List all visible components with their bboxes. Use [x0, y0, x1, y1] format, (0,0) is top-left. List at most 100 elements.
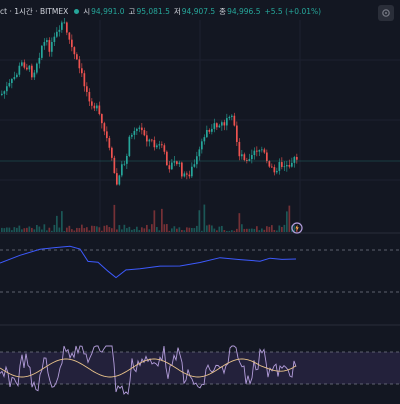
candle-body [273, 167, 276, 173]
volume-bar [206, 225, 208, 232]
candle-body [131, 134, 133, 137]
volume-bar [96, 226, 98, 232]
volume-bar [41, 229, 43, 232]
volume-bar [228, 230, 231, 232]
candle-body [73, 47, 76, 55]
volume-bar [143, 228, 146, 232]
volume-bar [181, 229, 183, 232]
candle-body [211, 128, 213, 132]
candle-body [183, 173, 186, 177]
rsi-band [0, 352, 400, 384]
volume-bar [78, 228, 81, 232]
candle-body [141, 127, 143, 131]
candle-body [68, 32, 71, 40]
volume-bar [178, 227, 181, 232]
volume-bar [36, 224, 38, 232]
market-status-icon [74, 8, 80, 14]
candle-body [36, 63, 38, 73]
candle-body [133, 130, 136, 135]
volume-bar [171, 228, 173, 232]
candle-body [41, 45, 43, 58]
volume-bar [33, 229, 36, 232]
candle-body [78, 59, 81, 69]
candle-body [143, 130, 146, 136]
volume-bar [248, 228, 251, 232]
volume-bar [88, 230, 91, 232]
volume-bar [28, 226, 31, 232]
indicator-pane [0, 245, 400, 293]
volume-bar [53, 224, 56, 232]
candle-body [216, 123, 218, 128]
candle-body [161, 144, 163, 146]
volume-bar [148, 229, 151, 232]
candle-body [288, 165, 291, 167]
candle-body [31, 65, 33, 78]
chart-grid [0, 20, 400, 230]
volume-bar [76, 227, 78, 232]
candle-body [56, 31, 58, 37]
candle-body [168, 165, 171, 170]
volume-bar [281, 226, 283, 232]
volume-bar [131, 229, 133, 232]
volume-bar [263, 229, 266, 232]
volume-bar [223, 230, 226, 232]
volume-bar [193, 228, 196, 232]
volume-bar [133, 229, 136, 232]
volume-bar [271, 225, 273, 232]
candle-body [263, 149, 266, 153]
candle-body [223, 122, 226, 126]
volume-bar [116, 229, 118, 232]
candle-body [43, 42, 46, 46]
volume-bar [3, 228, 6, 232]
candle-body [201, 141, 203, 150]
candle-body [51, 42, 53, 52]
candle-body [293, 156, 296, 163]
volume-bar [218, 226, 221, 232]
volume-bar [196, 225, 198, 232]
candle-body [221, 122, 223, 126]
candle-body [48, 40, 51, 52]
candle-body [66, 22, 68, 33]
alert-clock-icon[interactable] [291, 219, 303, 234]
volume-bar [21, 229, 23, 232]
volume-bar [166, 224, 168, 232]
candle-body [178, 162, 181, 165]
volume-bar [183, 230, 186, 232]
volume-bar [106, 225, 108, 232]
candle-body [281, 162, 283, 167]
volume-bar [16, 227, 18, 232]
volume-bar [31, 227, 33, 232]
candle-body [128, 136, 131, 156]
volume-bar [268, 226, 271, 232]
candle-body [278, 162, 281, 171]
volume-bar [73, 230, 76, 232]
volume-bar [258, 230, 261, 232]
volume-bar [293, 225, 296, 232]
volume-bar [83, 228, 86, 232]
volume-bar [126, 228, 128, 232]
candle-body [243, 154, 246, 161]
volume-bar [141, 227, 143, 232]
candle-body [236, 125, 238, 142]
volume-bar [46, 230, 48, 232]
chart-settings-button[interactable] [378, 5, 394, 21]
candle-body [101, 114, 103, 124]
candle-body [146, 135, 148, 142]
candle-body [88, 91, 91, 102]
indicator-line [0, 245, 297, 279]
price-candles [1, 18, 298, 186]
volume-bar [51, 230, 53, 232]
candle-body [138, 127, 141, 129]
candle-body [26, 67, 28, 70]
volume-bar [251, 228, 253, 232]
volume-bar [138, 230, 141, 232]
candle-body [18, 65, 21, 75]
candle-body [28, 65, 31, 70]
volume-bar [253, 228, 256, 232]
volume-bar [213, 228, 216, 232]
pane-separators [0, 232, 400, 326]
candle-body [256, 150, 258, 152]
volume-bar [273, 229, 276, 232]
